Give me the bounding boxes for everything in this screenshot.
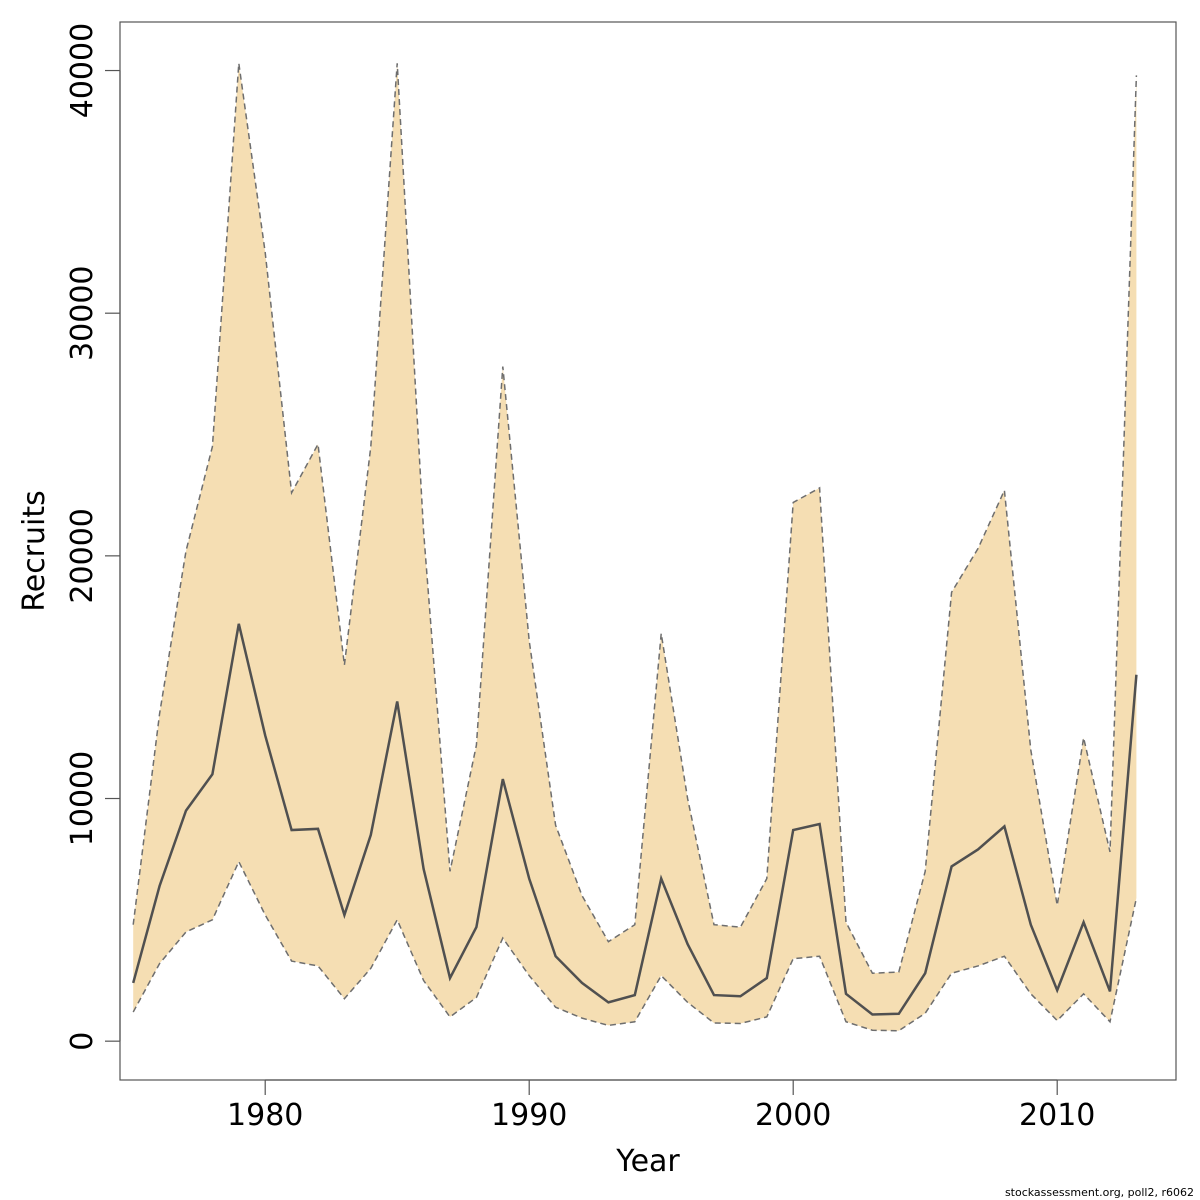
y-tick-label: 20000 xyxy=(65,508,100,603)
y-tick-label: 40000 xyxy=(65,23,100,118)
y-tick-label: 30000 xyxy=(65,265,100,360)
confidence-band xyxy=(133,63,1137,1031)
y-tick-label: 0 xyxy=(65,1032,100,1051)
y-tick-label: 10000 xyxy=(65,751,100,846)
confidence-band-layer xyxy=(133,63,1137,1031)
x-tick-label: 2000 xyxy=(755,1098,831,1133)
series-lines-layer xyxy=(131,63,1138,1032)
footer-note: stockassessment.org, poll2, r6062 xyxy=(1005,1186,1194,1199)
y-axis: 0 10000 20000 30000 40000 xyxy=(65,23,121,1051)
y-axis-title: Recruits xyxy=(17,490,52,612)
x-axis: 1980 1990 2000 2010 xyxy=(227,1079,1095,1133)
lower-bound-line xyxy=(132,859,1138,1032)
x-axis-title: Year xyxy=(615,1144,680,1179)
x-tick-label: 1990 xyxy=(491,1098,567,1133)
x-tick-label: 2010 xyxy=(1019,1098,1095,1133)
estimate-line xyxy=(131,623,1138,1016)
x-tick-label: 1980 xyxy=(227,1098,303,1133)
upper-bound-line xyxy=(132,63,1138,975)
